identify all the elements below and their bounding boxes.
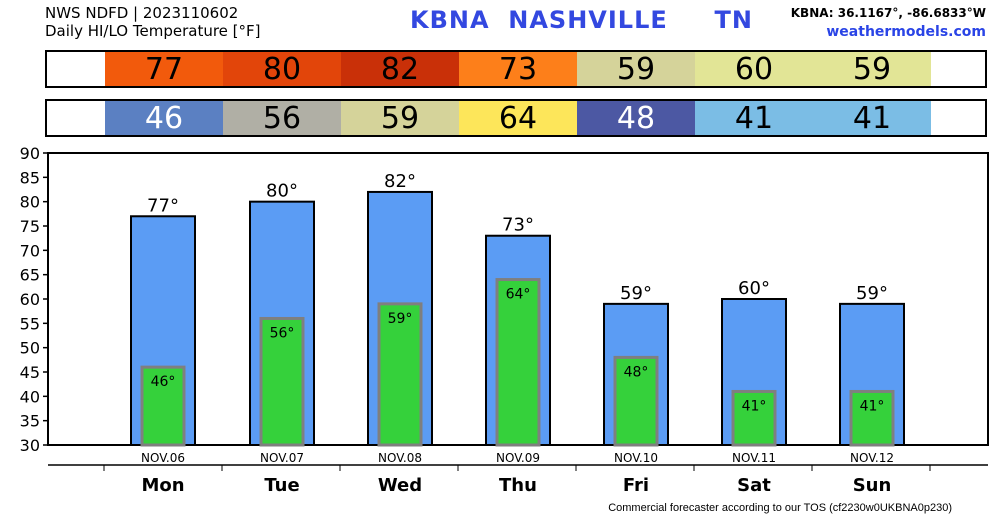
low-temp-cell-2: 56 <box>223 101 341 136</box>
low-value-label: 41° <box>860 398 885 414</box>
high-temp-cell-2: 80 <box>223 52 341 87</box>
low-value-label: 64° <box>506 287 531 303</box>
low-value-label: 56° <box>270 325 295 341</box>
date-label: NOV.10 <box>614 451 658 465</box>
day-label: Thu <box>499 475 537 496</box>
low-value-label: 48° <box>624 364 649 380</box>
day-label: Wed <box>378 475 422 496</box>
low-bar-sun <box>849 389 895 447</box>
y-tick-label-65: 65 <box>20 266 40 285</box>
parameter-label: Daily HI/LO Temperature [°F] <box>45 22 261 40</box>
high-temp-cell-1: 77 <box>105 52 223 87</box>
y-tick-label-75: 75 <box>20 217 40 236</box>
high-value-label: 59° <box>856 283 888 304</box>
date-label: NOV.06 <box>141 451 185 465</box>
high-value-label: 59° <box>620 283 652 304</box>
y-tick-label-90: 90 <box>20 144 40 163</box>
website-link[interactable]: weathermodels.com <box>826 24 986 40</box>
y-tick-label-60: 60 <box>20 290 40 309</box>
day-label: Mon <box>141 475 184 496</box>
high-temp-cell-4: 73 <box>459 52 577 87</box>
low-temperature-strip: 46 56 59 64 48 41 41 <box>45 99 987 137</box>
low-bar-fri <box>613 355 659 447</box>
high-temperature-strip: 77 80 82 73 59 60 59 <box>45 50 987 88</box>
y-tick-label-50: 50 <box>20 339 40 358</box>
date-label: NOV.09 <box>496 451 540 465</box>
low-temp-cell-7: 41 <box>813 101 931 136</box>
day-label: Tue <box>264 475 299 496</box>
station-coordinates: KBNA: 36.1167°, -86.6833°W <box>790 6 986 20</box>
high-temp-cell-5: 59 <box>577 52 695 87</box>
date-label: NOV.08 <box>378 451 422 465</box>
low-bar-wed <box>377 302 423 447</box>
day-label: Sat <box>737 475 771 496</box>
y-tick-label-30: 30 <box>20 436 40 455</box>
low-bar-mon <box>140 365 186 447</box>
date-label: NOV.11 <box>732 451 776 465</box>
high-value-label: 77° <box>147 195 179 216</box>
low-bar-thu <box>495 278 541 447</box>
low-temp-cell-6: 41 <box>695 101 813 136</box>
low-bar-sat <box>731 389 777 447</box>
day-label: Fri <box>623 475 649 496</box>
y-tick-label-45: 45 <box>20 363 40 382</box>
low-temp-cell-1: 46 <box>105 101 223 136</box>
low-value-label: 41° <box>742 398 767 414</box>
date-label: NOV.07 <box>260 451 304 465</box>
low-temp-cell-3: 59 <box>341 101 459 136</box>
y-tick-label-70: 70 <box>20 241 40 260</box>
high-value-label: 73° <box>502 215 534 236</box>
low-temp-cell-4: 64 <box>459 101 577 136</box>
high-temp-cell-6: 60 <box>695 52 813 87</box>
low-value-label: 59° <box>388 311 413 327</box>
high-temp-cell-3: 82 <box>341 52 459 87</box>
y-tick-label-35: 35 <box>20 412 40 431</box>
low-temp-cell-5: 48 <box>577 101 695 136</box>
terms-footer: Commercial forecaster according to our T… <box>608 502 952 514</box>
model-run-label: NWS NDFD | 2023110602 <box>45 4 239 22</box>
y-tick-label-55: 55 <box>20 314 40 333</box>
low-bar-tue <box>259 316 305 447</box>
low-value-label: 46° <box>151 374 176 390</box>
y-tick-label-80: 80 <box>20 193 40 212</box>
high-value-label: 82° <box>384 171 416 192</box>
high-value-label: 60° <box>738 278 770 299</box>
y-tick-label-40: 40 <box>20 387 40 406</box>
station-title: KBNA NASHVILLE TN <box>410 6 754 34</box>
date-label: NOV.12 <box>850 451 894 465</box>
day-label: Sun <box>853 475 892 496</box>
high-temp-cell-7: 59 <box>813 52 931 87</box>
high-value-label: 80° <box>266 181 298 202</box>
y-tick-label-85: 85 <box>20 168 40 187</box>
